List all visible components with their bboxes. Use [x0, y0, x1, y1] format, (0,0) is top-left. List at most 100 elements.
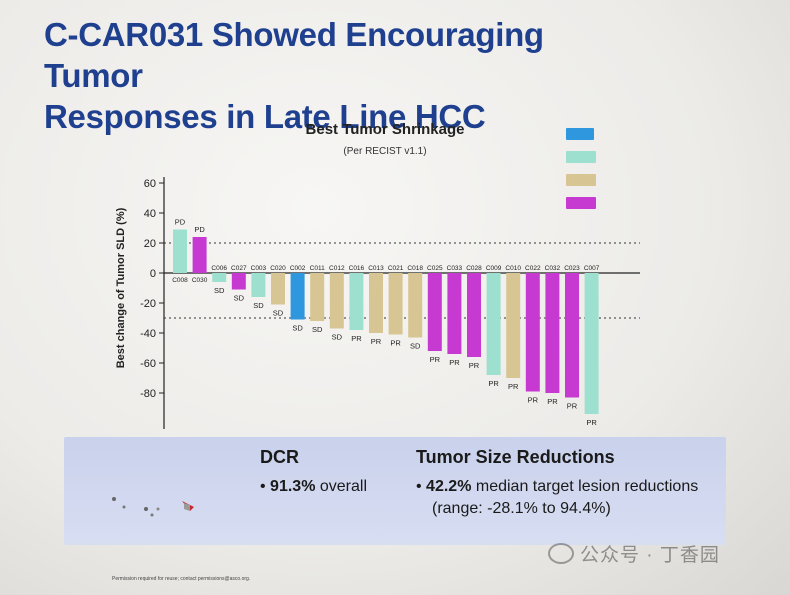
tsr-range: (range: -28.1% to 94.4%) [432, 500, 611, 517]
category-label: C025 [427, 265, 443, 272]
watermark-text: 公众号 · 丁香园 [580, 545, 720, 566]
legend-swatch-2 [566, 174, 596, 186]
response-label: SD [312, 325, 323, 334]
footnote: Permission required for reuse; contact p… [112, 576, 251, 582]
category-label: C016 [349, 265, 365, 272]
slide-title-line2: Responses in Late Line HCC [44, 98, 486, 135]
category-label: C018 [407, 265, 423, 272]
y-tick-label: -60 [140, 358, 156, 370]
tsr-value: 42.2% [426, 478, 472, 495]
response-label: PR [449, 358, 460, 367]
response-label: PR [528, 396, 539, 405]
response-label: PR [430, 355, 441, 364]
y-axis-label: Best change of Tumor SLD (%) [115, 207, 127, 368]
response-label: SD [234, 294, 245, 303]
category-label: C006 [211, 265, 227, 272]
category-label: C021 [388, 265, 404, 272]
bar [329, 273, 344, 329]
response-label: SD [410, 342, 421, 351]
bar [231, 273, 246, 290]
category-label: C007 [584, 265, 600, 272]
category-label: C012 [329, 265, 345, 272]
bar [212, 273, 227, 282]
dcr-text: overall [319, 478, 368, 495]
category-label: C003 [251, 265, 267, 272]
bar [486, 273, 501, 375]
category-label: C002 [290, 265, 306, 272]
response-label: SD [273, 309, 284, 318]
response-label: PR [508, 382, 519, 391]
category-label: C022 [525, 265, 541, 272]
response-label: PR [469, 361, 480, 370]
dcr-line: • 91.3% overall [260, 478, 368, 495]
category-label: C033 [447, 265, 463, 272]
chart-legend [566, 128, 606, 220]
response-label: PR [547, 397, 558, 406]
slide-title: C-CAR031 Showed Encouraging Tumor Respon… [44, 14, 644, 137]
category-label: C032 [545, 265, 561, 272]
bar [584, 273, 599, 414]
response-label: PR [351, 334, 362, 343]
legend-swatch-3 [566, 197, 596, 209]
bar [290, 273, 305, 320]
response-label: PR [567, 402, 578, 411]
wechat-icon [548, 543, 574, 564]
legend-swatch-1 [566, 151, 596, 163]
chart-subtitle: (Per RECIST v1.1) [343, 146, 427, 157]
category-label: C028 [466, 265, 482, 272]
y-tick-label: 40 [144, 208, 156, 220]
bar [388, 273, 403, 335]
bar [369, 273, 383, 333]
watermark: 公众号 · 丁香园 [548, 540, 720, 567]
bar [349, 273, 364, 330]
category-label: C013 [368, 265, 384, 272]
tsr-block: Tumor Size Reductions • 42.2% median tar… [416, 447, 698, 520]
waterfall-chart: 60 40 20 0 -20 -40 -60 -80 Best change of Tumor … [115, 177, 640, 429]
category-label: C023 [564, 265, 580, 272]
y-tick-label: -40 [140, 328, 156, 340]
response-label: SD [253, 301, 264, 310]
response-label: SD [332, 333, 343, 342]
dcr-block: DCR • 91.3% overall [260, 447, 367, 498]
response-label: PR [390, 339, 401, 348]
tsr-line: • 42.2% median target lesion reductions [416, 478, 699, 495]
response-label: PD [175, 218, 186, 227]
y-tick-label: -80 [140, 388, 156, 400]
response-label: PR [586, 418, 597, 427]
bar [408, 273, 423, 338]
response-label: PR [488, 379, 499, 388]
category-label: C009 [486, 265, 502, 272]
bar [545, 273, 560, 393]
y-tick-label: 60 [144, 178, 156, 190]
y-tick-label: 20 [144, 238, 156, 250]
category-label: C027 [231, 265, 247, 272]
y-tick-label: 0 [150, 268, 156, 280]
bar [192, 237, 207, 273]
category-label: C010 [505, 265, 521, 272]
tsr-text: median target lesion reductions [475, 478, 699, 495]
response-label: PR [371, 337, 382, 346]
y-tick-label: -20 [140, 298, 156, 310]
bar [427, 273, 442, 351]
tsr-heading: Tumor Size Reductions [416, 447, 615, 467]
bar [565, 273, 579, 398]
decorative-figure-icon [112, 497, 194, 517]
summary-panel: DCR • 91.3% overall Tumor Size Reduction… [64, 437, 726, 545]
dcr-value: 91.3% [270, 478, 316, 495]
bar [271, 273, 285, 305]
bar [506, 273, 521, 378]
category-label: C020 [270, 265, 286, 272]
category-label: C011 [310, 265, 325, 272]
bar [447, 273, 462, 354]
response-label: PD [194, 225, 205, 234]
legend-swatch-0 [566, 128, 594, 140]
bar [310, 273, 325, 321]
category-label: C008 [172, 277, 188, 284]
dcr-heading: DCR [260, 447, 299, 467]
bar [525, 273, 540, 392]
slide-title-line1: C-CAR031 Showed Encouraging Tumor [44, 16, 544, 94]
bar [251, 273, 266, 297]
response-label: SD [292, 324, 303, 333]
response-label: SD [214, 286, 225, 295]
chart-title: Best Tumor Shrinkage [305, 121, 465, 138]
